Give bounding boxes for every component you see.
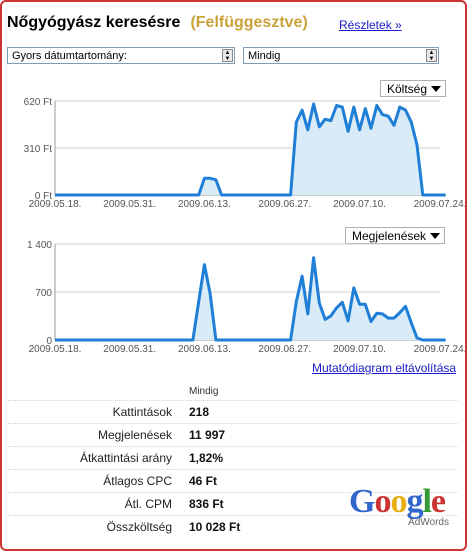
select-arrows-icon: ▲ ▼ xyxy=(426,49,437,62)
logo-letter: l xyxy=(422,483,432,520)
logo-letter: o xyxy=(374,483,391,520)
chart1-metric-label: Költség xyxy=(387,82,428,96)
stats-value: 1,82% xyxy=(189,451,224,465)
stats-label: Átl. CPM xyxy=(124,497,172,511)
x-tick-label: 2009.06.13. xyxy=(178,199,231,210)
x-tick-label: 2009.05.31. xyxy=(103,199,156,210)
stats-row: Átkattintási arány 1,82% xyxy=(8,446,458,469)
logo-letter: g xyxy=(406,483,423,520)
x-tick-label: 2009.06.27. xyxy=(258,199,311,210)
y-tick-label: 310 Ft xyxy=(24,144,53,155)
chart2-metric-dropdown[interactable]: Megjelenések xyxy=(345,227,446,244)
logo-wordmark: Google xyxy=(349,485,461,519)
stats-column-header: Mindig xyxy=(189,386,219,397)
stats-row: Átlagos CPC 46 Ft xyxy=(8,469,458,492)
status-badge: (Felfüggesztve) xyxy=(190,14,308,31)
stats-row: Megjelenések 11 997 xyxy=(8,423,458,446)
logo-letter: o xyxy=(390,483,407,520)
series-area xyxy=(55,104,446,195)
series-line xyxy=(55,102,446,197)
x-tick-label: 2009.07.10. xyxy=(333,199,386,210)
stats-value: 836 Ft xyxy=(189,497,224,511)
stats-row: Átl. CPM 836 Ft xyxy=(8,492,458,515)
date-range-value: Mindig xyxy=(248,50,281,62)
stats-value: 218 xyxy=(189,405,210,419)
stats-label: Összköltség xyxy=(106,520,172,534)
select-arrows-icon: ▲ ▼ xyxy=(222,49,233,62)
stats-table: Mindig Kattintások 218 Megjelenések 11 997 Á… xyxy=(8,384,458,538)
date-range-select[interactable]: Gyors dátumtartomány: ▲ ▼ xyxy=(7,47,235,64)
chart2-metric-label: Megjelenések xyxy=(352,229,427,243)
dropdown-arrow-icon xyxy=(431,86,442,92)
stats-label: Kattintások xyxy=(112,405,172,419)
stats-value: 10 028 Ft xyxy=(189,520,241,534)
details-link[interactable]: Részletek » xyxy=(339,18,402,32)
google-adwords-logo: Google AdWords xyxy=(349,485,461,531)
panel-header: Nőgyógyász keresésre (Felfüggesztve) xyxy=(7,14,308,36)
logo-subtext: AdWords xyxy=(408,517,449,528)
stats-label: Átkattintási arány xyxy=(79,451,172,465)
x-tick-label: 2009.07.24. xyxy=(414,199,467,210)
stats-label: Átlagos CPC xyxy=(103,474,172,488)
stats-value: 11 997 xyxy=(189,428,226,442)
x-tick-label: 2009.05.18. xyxy=(29,199,82,210)
campaign-title: Nőgyógyász keresésre xyxy=(7,14,181,31)
stats-value: 46 Ft xyxy=(189,474,218,488)
logo-letter: e xyxy=(430,483,446,520)
y-tick-label: 0 Ft xyxy=(35,191,52,202)
remove-chart-link[interactable]: Mutatódiagram eltávolítása xyxy=(312,361,457,375)
y-tick-label: 620 Ft xyxy=(24,97,53,108)
stats-row: Kattintások 218 xyxy=(8,400,458,423)
date-range-label: Gyors dátumtartomány: xyxy=(12,50,127,62)
chart1-metric-dropdown[interactable]: Költség xyxy=(380,80,447,97)
date-range-value-select[interactable]: Mindig ▲ ▼ xyxy=(243,47,439,64)
stats-label: Megjelenések xyxy=(97,428,172,442)
dropdown-arrow-icon xyxy=(430,233,441,239)
stats-row: Összköltség 10 028 Ft xyxy=(8,515,458,538)
logo-letter: G xyxy=(349,483,375,520)
